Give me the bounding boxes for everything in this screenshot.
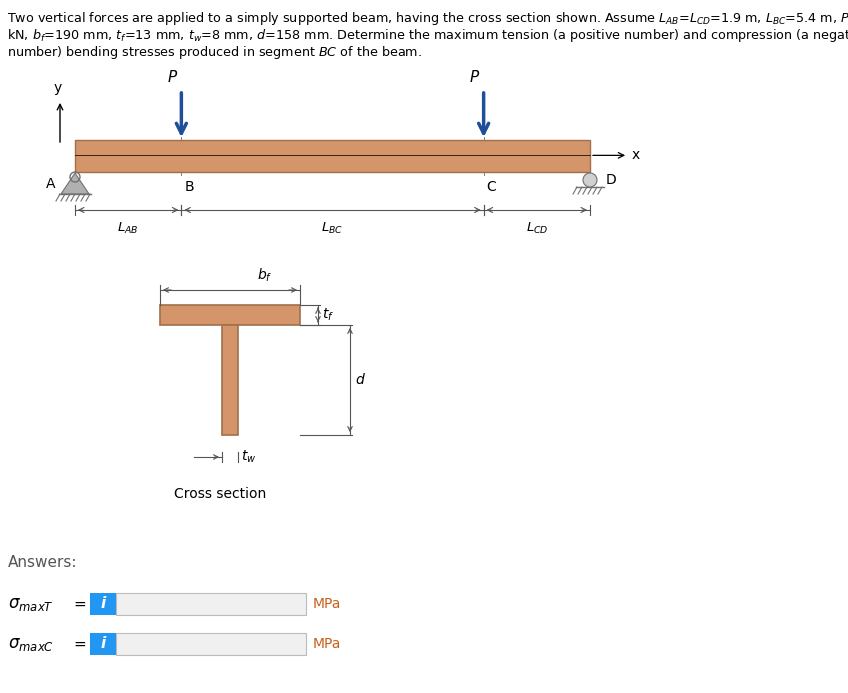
Text: kN, $b_f$=190 mm, $t_f$=13 mm, $t_w$=8 mm, $d$=158 mm. Determine the maximum ten: kN, $b_f$=190 mm, $t_f$=13 mm, $t_w$=8 m…: [7, 27, 848, 44]
Text: $L_{AB}$: $L_{AB}$: [117, 221, 139, 236]
Text: Two vertical forces are applied to a simply supported beam, having the cross sec: Two vertical forces are applied to a sim…: [7, 10, 848, 27]
Bar: [222, 325, 238, 435]
Bar: [116, 633, 306, 655]
Polygon shape: [61, 173, 89, 194]
Text: A: A: [46, 177, 55, 191]
Text: $d$: $d$: [355, 373, 365, 387]
Bar: [160, 305, 300, 325]
Text: MPa: MPa: [313, 637, 342, 651]
Text: B: B: [184, 180, 194, 194]
Text: i: i: [100, 636, 106, 651]
Bar: [75, 140, 590, 172]
Text: C: C: [487, 180, 496, 194]
Text: $\sigma_{maxC}$: $\sigma_{maxC}$: [8, 635, 54, 653]
Text: $L_{CD}$: $L_{CD}$: [526, 221, 548, 236]
Text: MPa: MPa: [313, 597, 342, 611]
Text: P: P: [470, 70, 478, 85]
Bar: [90, 593, 116, 615]
Text: Cross section: Cross section: [174, 487, 266, 501]
Bar: [90, 633, 116, 655]
Text: D: D: [606, 173, 616, 187]
Text: x: x: [632, 148, 640, 162]
Text: =: =: [73, 636, 86, 651]
Text: y: y: [54, 81, 62, 95]
Circle shape: [583, 173, 597, 187]
Text: $t_f$: $t_f$: [322, 307, 334, 323]
Text: =: =: [73, 597, 86, 611]
Text: P: P: [167, 70, 176, 85]
Text: number) bending stresses produced in segment $BC$ of the beam.: number) bending stresses produced in seg…: [7, 44, 422, 61]
Text: $\sigma_{maxT}$: $\sigma_{maxT}$: [8, 595, 53, 613]
Text: $b_f$: $b_f$: [257, 267, 273, 284]
Text: $t_w$: $t_w$: [241, 449, 256, 465]
Text: Answers:: Answers:: [8, 555, 77, 570]
Text: i: i: [100, 597, 106, 611]
Text: $L_{BC}$: $L_{BC}$: [321, 221, 343, 236]
Bar: [116, 593, 306, 615]
